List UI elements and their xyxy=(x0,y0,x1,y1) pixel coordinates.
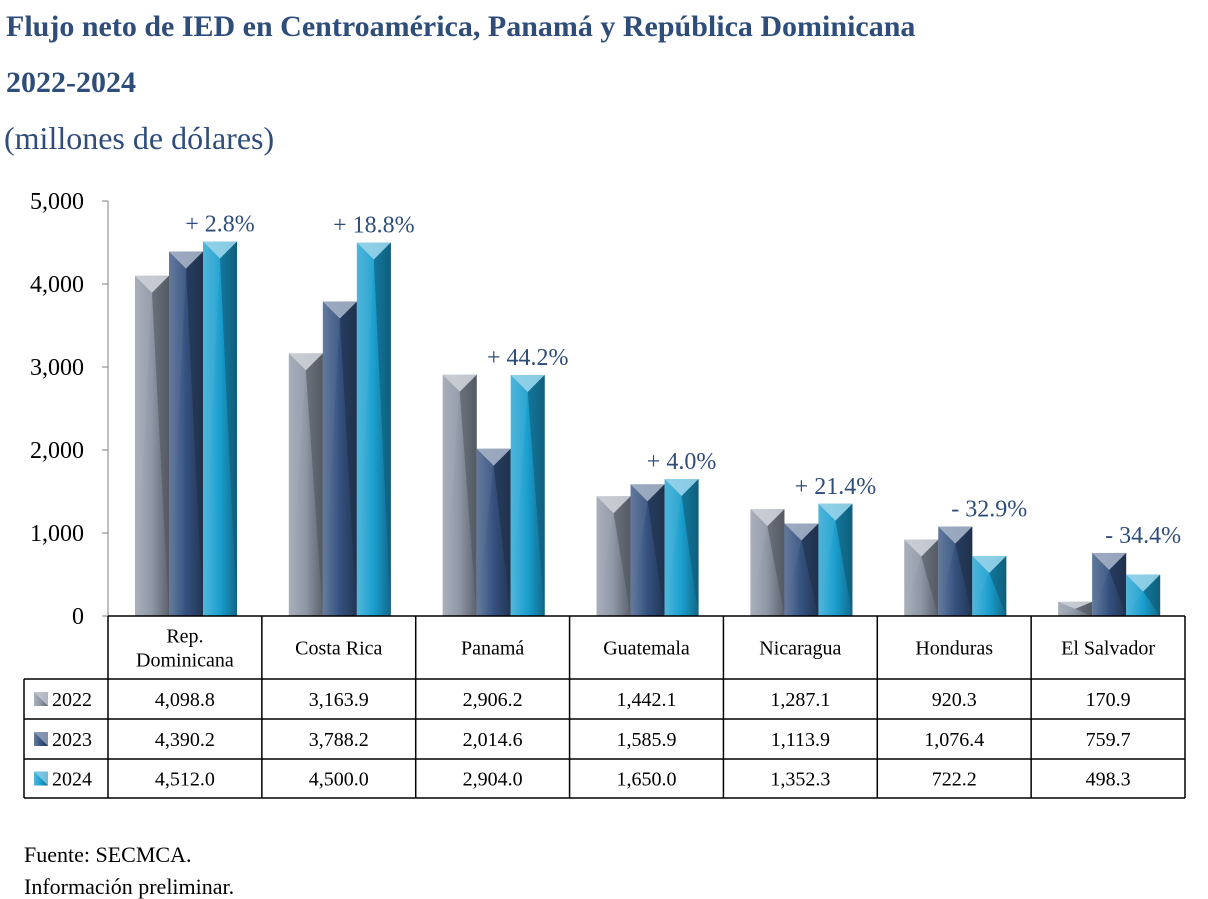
table-cell: 1,113.9 xyxy=(771,729,830,751)
bar-2024-0 xyxy=(203,241,237,616)
y-tick-label: 5,000 xyxy=(30,189,84,215)
table-cell: 1,287.1 xyxy=(770,689,830,711)
bar-2023-2 xyxy=(476,448,511,616)
table-cell: 1,352.3 xyxy=(770,769,830,791)
legend-key-2024 xyxy=(34,771,48,786)
table-cell: 2,904.0 xyxy=(463,769,523,791)
growth-annotation: + 18.8% xyxy=(333,213,415,239)
table-cell: 3,163.9 xyxy=(309,689,369,711)
category-label: Rep. xyxy=(166,626,203,648)
growth-annotation: + 2.8% xyxy=(185,212,255,238)
category-label: Costa Rica xyxy=(295,638,382,660)
table-cell: 4,500.0 xyxy=(309,769,369,791)
bar-2023-0 xyxy=(169,251,203,616)
table-cell: 3,788.2 xyxy=(309,729,369,751)
bar-2022-3 xyxy=(596,496,631,616)
growth-annotation: - 32.9% xyxy=(951,497,1027,523)
category-label: Honduras xyxy=(915,638,993,660)
legend-key-2022 xyxy=(34,692,48,706)
table-cell: 4,512.0 xyxy=(155,769,215,791)
bar-2024-3 xyxy=(664,479,699,616)
table-cell: 170.9 xyxy=(1086,689,1131,711)
bar-2024-4 xyxy=(818,503,853,616)
table-cell: 920.3 xyxy=(932,689,977,711)
category-label: Nicaragua xyxy=(759,638,841,660)
growth-annotation: + 44.2% xyxy=(487,345,569,371)
bar-2023-6 xyxy=(1092,552,1127,616)
bar-2024-5 xyxy=(972,556,1007,616)
legend-label-2024: 2024 xyxy=(52,769,92,791)
legend-key-2023 xyxy=(34,732,48,746)
bar-2024-6 xyxy=(1126,574,1161,616)
table-cell: 759.7 xyxy=(1086,729,1131,751)
bar-2022-0 xyxy=(135,275,169,616)
bar-2022-6 xyxy=(1058,601,1093,616)
bar-2022-5 xyxy=(904,539,939,616)
y-tick-label: 1,000 xyxy=(30,521,84,547)
table-cell: 1,442.1 xyxy=(617,689,677,711)
bar-2024-2 xyxy=(510,374,545,616)
table-cell: 4,098.8 xyxy=(155,689,215,711)
legend-label-2022: 2022 xyxy=(52,689,92,711)
y-tick-label: 3,000 xyxy=(30,355,84,381)
bar-2023-5 xyxy=(938,526,973,616)
bar-2023-4 xyxy=(784,523,819,616)
bar-2022-2 xyxy=(442,374,477,616)
chart-subtitle: (millones de dólares) xyxy=(4,120,275,156)
y-tick-label: 4,000 xyxy=(30,272,84,298)
source-note: Fuente: SECMCA. xyxy=(24,842,192,867)
chart-title: Flujo neto de IED en Centroamérica, Pana… xyxy=(6,10,916,43)
growth-annotation: + 4.0% xyxy=(647,449,717,475)
table-cell: 1,585.9 xyxy=(617,729,677,751)
table-cell: 1,650.0 xyxy=(617,769,677,791)
table-cell: 4,390.2 xyxy=(155,729,215,751)
data-table: Rep.Dominicana Costa Rica Panamá Guatemala N… xyxy=(23,615,1186,799)
category-label: Panamá xyxy=(461,638,524,660)
bar-2023-3 xyxy=(630,484,665,616)
bar-2024-1 xyxy=(356,242,391,616)
table-cell: 1,076.4 xyxy=(924,729,984,751)
table-cell: 722.2 xyxy=(932,769,977,791)
growth-annotation: - 34.4% xyxy=(1105,523,1181,549)
bar-2022-1 xyxy=(288,353,323,616)
table-cell: 2,014.6 xyxy=(463,729,523,751)
y-tick-label: 0 xyxy=(72,604,84,630)
bar-2022-4 xyxy=(750,509,785,616)
bar-2023-1 xyxy=(322,301,357,616)
table-cell: 2,906.2 xyxy=(463,689,523,711)
category-label: Dominicana xyxy=(136,650,234,672)
category-label: Guatemala xyxy=(603,638,690,660)
category-label: El Salvador xyxy=(1061,638,1155,660)
y-tick-label: 2,000 xyxy=(30,438,84,464)
chart-title-years: 2022-2024 xyxy=(6,66,136,99)
table-cell: 498.3 xyxy=(1086,769,1131,791)
growth-annotation: + 21.4% xyxy=(795,474,877,500)
legend-label-2023: 2023 xyxy=(52,729,92,751)
preliminary-note: Información preliminar. xyxy=(24,874,235,899)
